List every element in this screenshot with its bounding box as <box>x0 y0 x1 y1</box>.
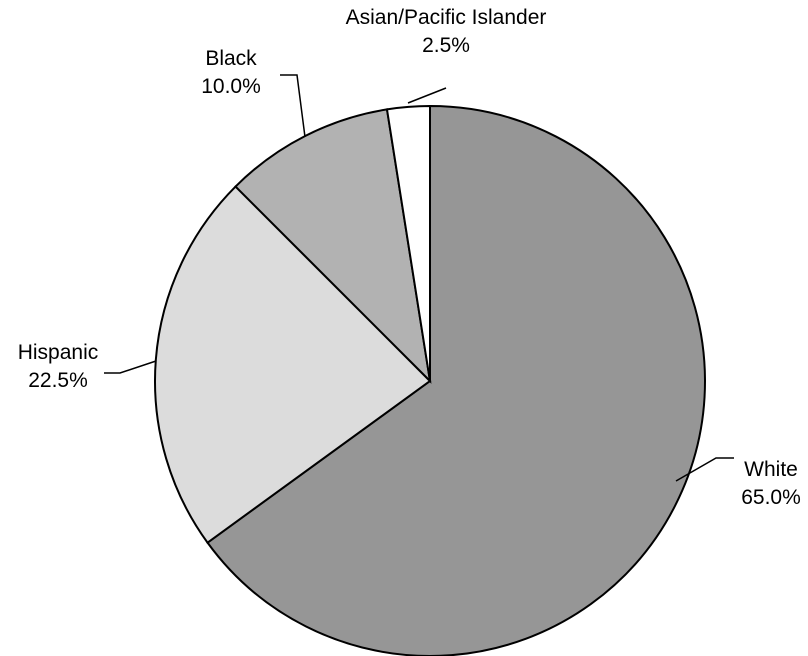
leader-hispanic <box>104 360 157 374</box>
leader-white <box>675 457 734 482</box>
label-black-name: Black <box>205 47 257 70</box>
label-asian-pacific-islander-value: 2.5% <box>422 34 470 57</box>
label-hispanic-name: Hispanic <box>18 341 99 364</box>
label-white-name: White <box>744 458 798 481</box>
pie-slices <box>154 104 706 656</box>
label-asian-pacific-islander-name: Asian/Pacific Islander <box>346 6 547 29</box>
slice-asian-pacific-islander <box>385 104 431 382</box>
leader-black <box>280 74 306 138</box>
slice-hispanic <box>154 185 432 545</box>
leader-asian-pacific-islander <box>407 87 447 104</box>
label-black-value: 10.0% <box>201 75 261 98</box>
label-hispanic-value: 22.5% <box>28 369 88 392</box>
slice-white <box>206 104 706 656</box>
leader-lines <box>104 74 734 482</box>
label-white-value: 65.0% <box>741 486 801 509</box>
